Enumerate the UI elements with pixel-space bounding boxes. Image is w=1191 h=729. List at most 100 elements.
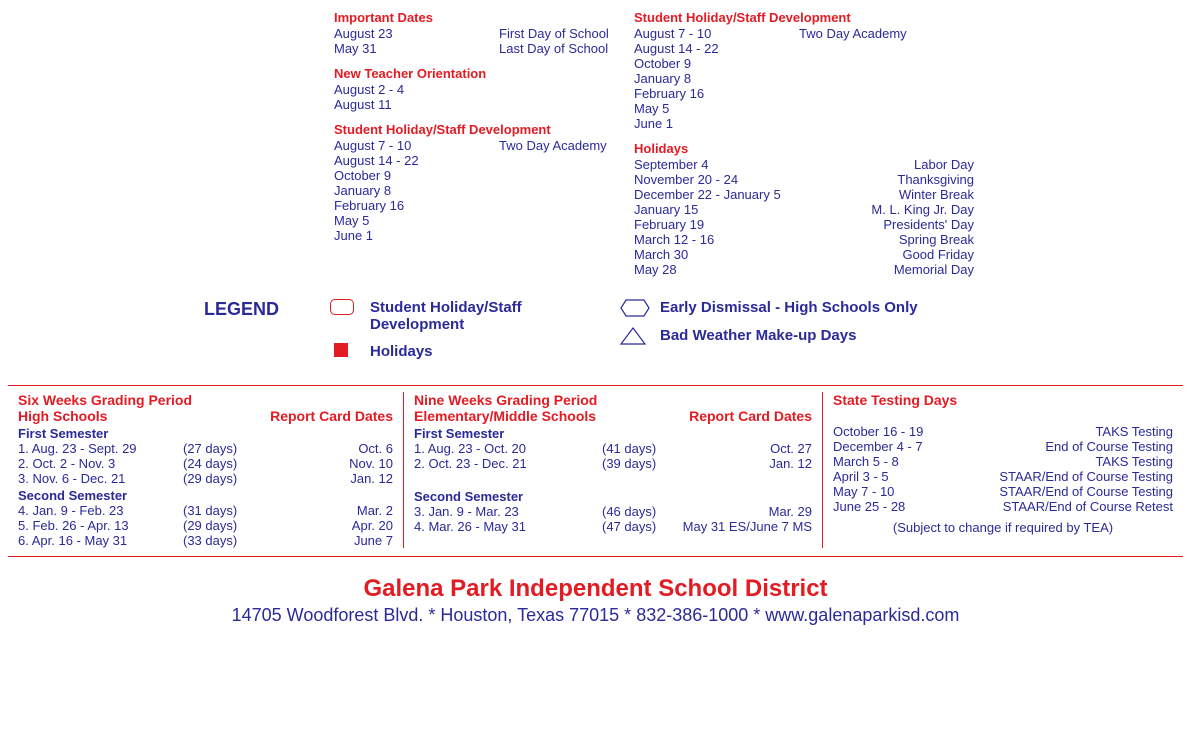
dev-desc: Two Day Academy — [799, 26, 974, 41]
hs-sem1: First Semester — [18, 426, 393, 441]
important-dates-title: Important Dates — [334, 10, 634, 25]
gd: (29 days) — [183, 518, 253, 533]
hol-name: Good Friday — [864, 247, 974, 262]
orientation-row: August 2 - 4 — [334, 82, 634, 97]
hol-date: December 22 - January 5 — [634, 187, 864, 202]
orientation: New Teacher Orientation August 2 - 4 Aug… — [334, 66, 634, 112]
tn: TAKS Testing — [1095, 424, 1173, 439]
hol-name: Spring Break — [864, 232, 974, 247]
legend-col-left: Student Holiday/Staff Development Holida… — [330, 299, 620, 371]
td: December 4 - 7 — [833, 439, 923, 454]
staff-dev-title: Student Holiday/Staff Development — [334, 122, 634, 137]
footer-address: 14705 Woodforest Blvd. * Houston, Texas … — [8, 605, 1183, 626]
gp: 1. Aug. 23 - Oct. 20 — [414, 441, 602, 456]
gp: 6. Apr. 16 - May 31 — [18, 533, 183, 548]
gc: Oct. 6 — [253, 441, 393, 456]
hol-name: Winter Break — [864, 187, 974, 202]
gd: (33 days) — [183, 533, 253, 548]
ems-rcd: Report Card Dates — [689, 408, 812, 424]
gp: 1. Aug. 23 - Sept. 29 — [18, 441, 183, 456]
dev-date: June 1 — [634, 116, 974, 131]
gp: 3. Nov. 6 - Dec. 21 — [18, 471, 183, 486]
imp-desc: First Day of School — [499, 26, 634, 41]
gd: (47 days) — [602, 519, 672, 534]
imp-date: May 31 — [334, 41, 499, 56]
gp: 5. Feb. 26 - Apr. 13 — [18, 518, 183, 533]
dev-date: August 7 - 10 — [634, 26, 799, 41]
dev-date: May 5 — [634, 101, 974, 116]
top-col-left: Important Dates August 23First Day of Sc… — [334, 10, 634, 287]
ems-sem1: First Semester — [414, 426, 812, 441]
panel-ems: Nine Weeks Grading Period Elementary/Mid… — [404, 392, 823, 548]
gc: Oct. 27 — [672, 441, 812, 456]
hol-name: Labor Day — [864, 157, 974, 172]
ems-sem2: Second Semester — [414, 489, 812, 504]
gp: 3. Jan. 9 - Mar. 23 — [414, 504, 602, 519]
dev-date: August 14 - 22 — [634, 41, 974, 56]
orientation-title: New Teacher Orientation — [334, 66, 634, 81]
dev-desc: Two Day Academy — [499, 138, 634, 153]
gc: Mar. 29 — [672, 504, 812, 519]
panels: Six Weeks Grading Period High SchoolsRep… — [8, 385, 1183, 557]
hs-rcd: Report Card Dates — [270, 408, 393, 424]
ems-title: Nine Weeks Grading Period — [414, 392, 812, 408]
td: April 3 - 5 — [833, 469, 889, 484]
gc: Jan. 12 — [253, 471, 393, 486]
tn: STAAR/End of Course Testing — [999, 469, 1173, 484]
hexagon-icon — [620, 299, 646, 317]
triangle-icon — [620, 327, 646, 345]
dev-date: October 9 — [334, 168, 634, 183]
gp: 2. Oct. 23 - Dec. 21 — [414, 456, 602, 471]
gd: (31 days) — [183, 503, 253, 518]
top-col-right: Student Holiday/Staff Development August… — [634, 10, 974, 287]
gp: 2. Oct. 2 - Nov. 3 — [18, 456, 183, 471]
gc: May 31 ES/June 7 MS — [672, 519, 812, 534]
imp-date: August 23 — [334, 26, 499, 41]
gp: 4. Mar. 26 - May 31 — [414, 519, 602, 534]
dev-date: January 8 — [334, 183, 634, 198]
gd: (46 days) — [602, 504, 672, 519]
td: June 25 - 28 — [833, 499, 905, 514]
gd: (39 days) — [602, 456, 672, 471]
holidays-title: Holidays — [634, 141, 974, 156]
legend-text: Holidays — [370, 343, 433, 360]
testing-title: State Testing Days — [833, 392, 1173, 408]
gd: (29 days) — [183, 471, 253, 486]
hol-date: November 20 - 24 — [634, 172, 864, 187]
hol-date: September 4 — [634, 157, 864, 172]
hol-date: March 30 — [634, 247, 864, 262]
gc: Apr. 20 — [253, 518, 393, 533]
dev-date: February 16 — [334, 198, 634, 213]
tn: STAAR/End of Course Retest — [1003, 499, 1173, 514]
hs-sem2: Second Semester — [18, 488, 393, 503]
panel-hs: Six Weeks Grading Period High SchoolsRep… — [8, 392, 404, 548]
hol-name: Memorial Day — [864, 262, 974, 277]
panel-testing: State Testing Days October 16 - 19 TAKS T… — [823, 392, 1183, 548]
tn: TAKS Testing — [1095, 454, 1173, 469]
hs-title: Six Weeks Grading Period — [18, 392, 393, 408]
dev-date: May 5 — [334, 213, 634, 228]
important-dates: Important Dates August 23First Day of Sc… — [334, 10, 634, 56]
hol-name: M. L. King Jr. Day — [864, 202, 974, 217]
td: October 16 - 19 — [833, 424, 923, 439]
td: March 5 - 8 — [833, 454, 899, 469]
gc: Jan. 12 — [672, 456, 812, 471]
legend-col-right: Early Dismissal - High Schools Only Bad … — [620, 299, 980, 355]
footer-title: Galena Park Independent School District — [8, 575, 1183, 603]
legend: LEGEND Student Holiday/Staff Development… — [204, 299, 1183, 371]
dev-date: February 16 — [634, 86, 974, 101]
footer: Galena Park Independent School District … — [8, 575, 1183, 626]
ems-sub: Elementary/Middle Schools — [414, 408, 596, 424]
hol-date: February 19 — [634, 217, 864, 232]
staff-dev-right: Student Holiday/Staff Development August… — [634, 10, 974, 131]
tn: End of Course Testing — [1045, 439, 1173, 454]
legend-label: LEGEND — [204, 299, 330, 320]
legend-text: Bad Weather Make-up Days — [660, 327, 856, 344]
legend-text: Early Dismissal - High Schools Only — [660, 299, 918, 316]
testing-note: (Subject to change if required by TEA) — [833, 520, 1173, 535]
dev-date: October 9 — [634, 56, 974, 71]
hol-name: Thanksgiving — [864, 172, 974, 187]
hol-date: January 15 — [634, 202, 864, 217]
hol-date: March 12 - 16 — [634, 232, 864, 247]
td: May 7 - 10 — [833, 484, 894, 499]
